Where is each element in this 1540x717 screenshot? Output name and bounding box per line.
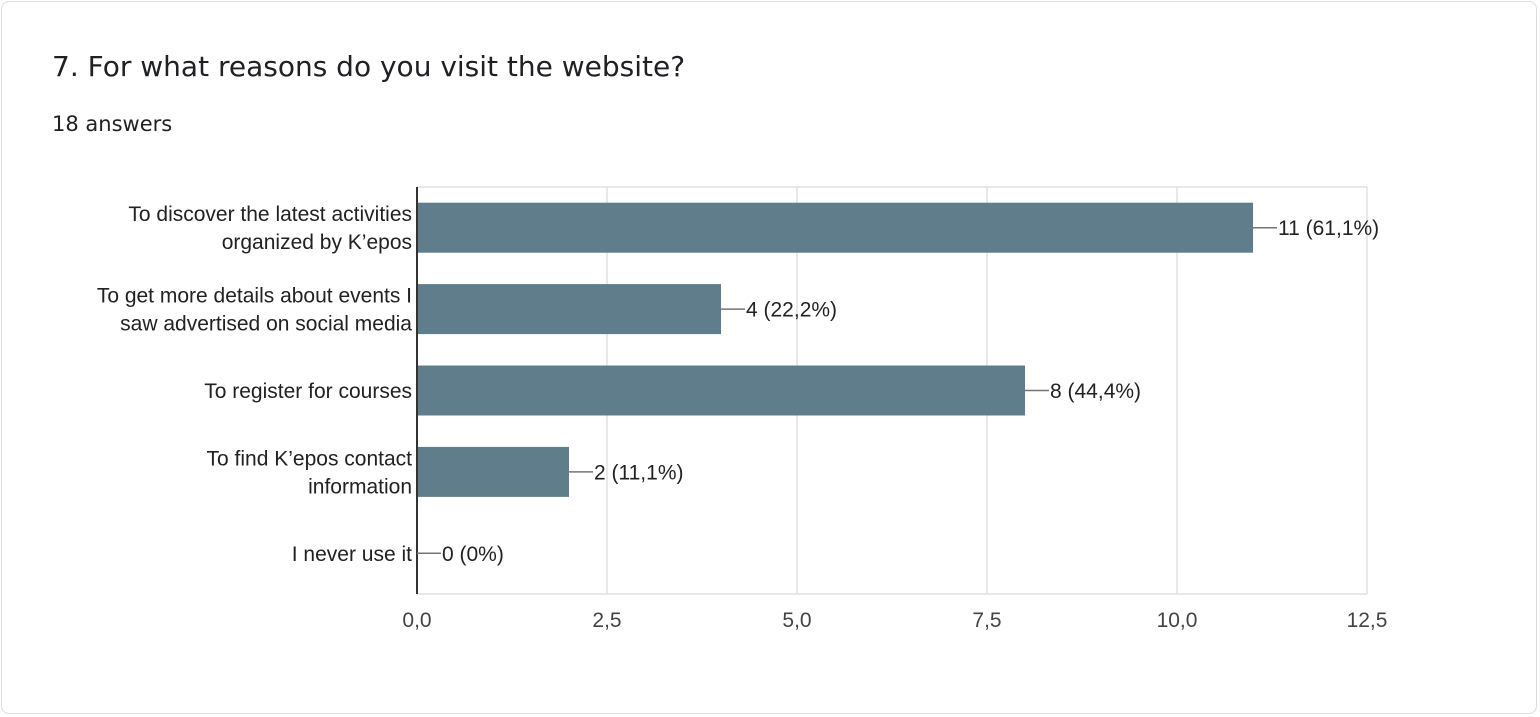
x-tick-label: 7,5 — [972, 609, 1001, 632]
answer-count: 18 answers — [52, 112, 173, 136]
category-label: saw advertised on social media — [120, 313, 412, 336]
category-label: To register for courses — [204, 380, 412, 403]
data-label: 11 (61,1%) — [1278, 217, 1379, 240]
category-label: organized by K’epos — [222, 231, 412, 254]
labels: 0,0 2,5 5,0 7,5 10,0 12,5 11 (61,1%) To discove… — [97, 203, 1388, 632]
category-label: information — [308, 475, 412, 498]
category-label: I never use it — [292, 543, 412, 566]
bars — [416, 187, 1253, 594]
x-tick-label: 10,0 — [1157, 609, 1198, 632]
x-tick-label: 12,5 — [1347, 609, 1388, 632]
data-label: 2 (11,1%) — [594, 461, 684, 484]
bar — [417, 284, 721, 335]
bar — [417, 202, 1253, 253]
x-tick-label: 0,0 — [402, 609, 431, 632]
data-label: 4 (22,2%) — [746, 299, 837, 322]
bar — [417, 446, 569, 497]
category-label: To get more details about events I — [97, 285, 412, 308]
question-title: 7. For what reasons do you visit the web… — [52, 50, 686, 83]
data-label: 0 (0%) — [442, 543, 504, 566]
x-tick-label: 2,5 — [592, 609, 621, 632]
category-label: To find K’epos contact — [207, 447, 413, 470]
x-tick-label: 5,0 — [782, 609, 811, 632]
data-label: 8 (44,4%) — [1050, 380, 1141, 403]
category-label: To discover the latest activities — [128, 203, 412, 226]
bar — [417, 365, 1025, 416]
